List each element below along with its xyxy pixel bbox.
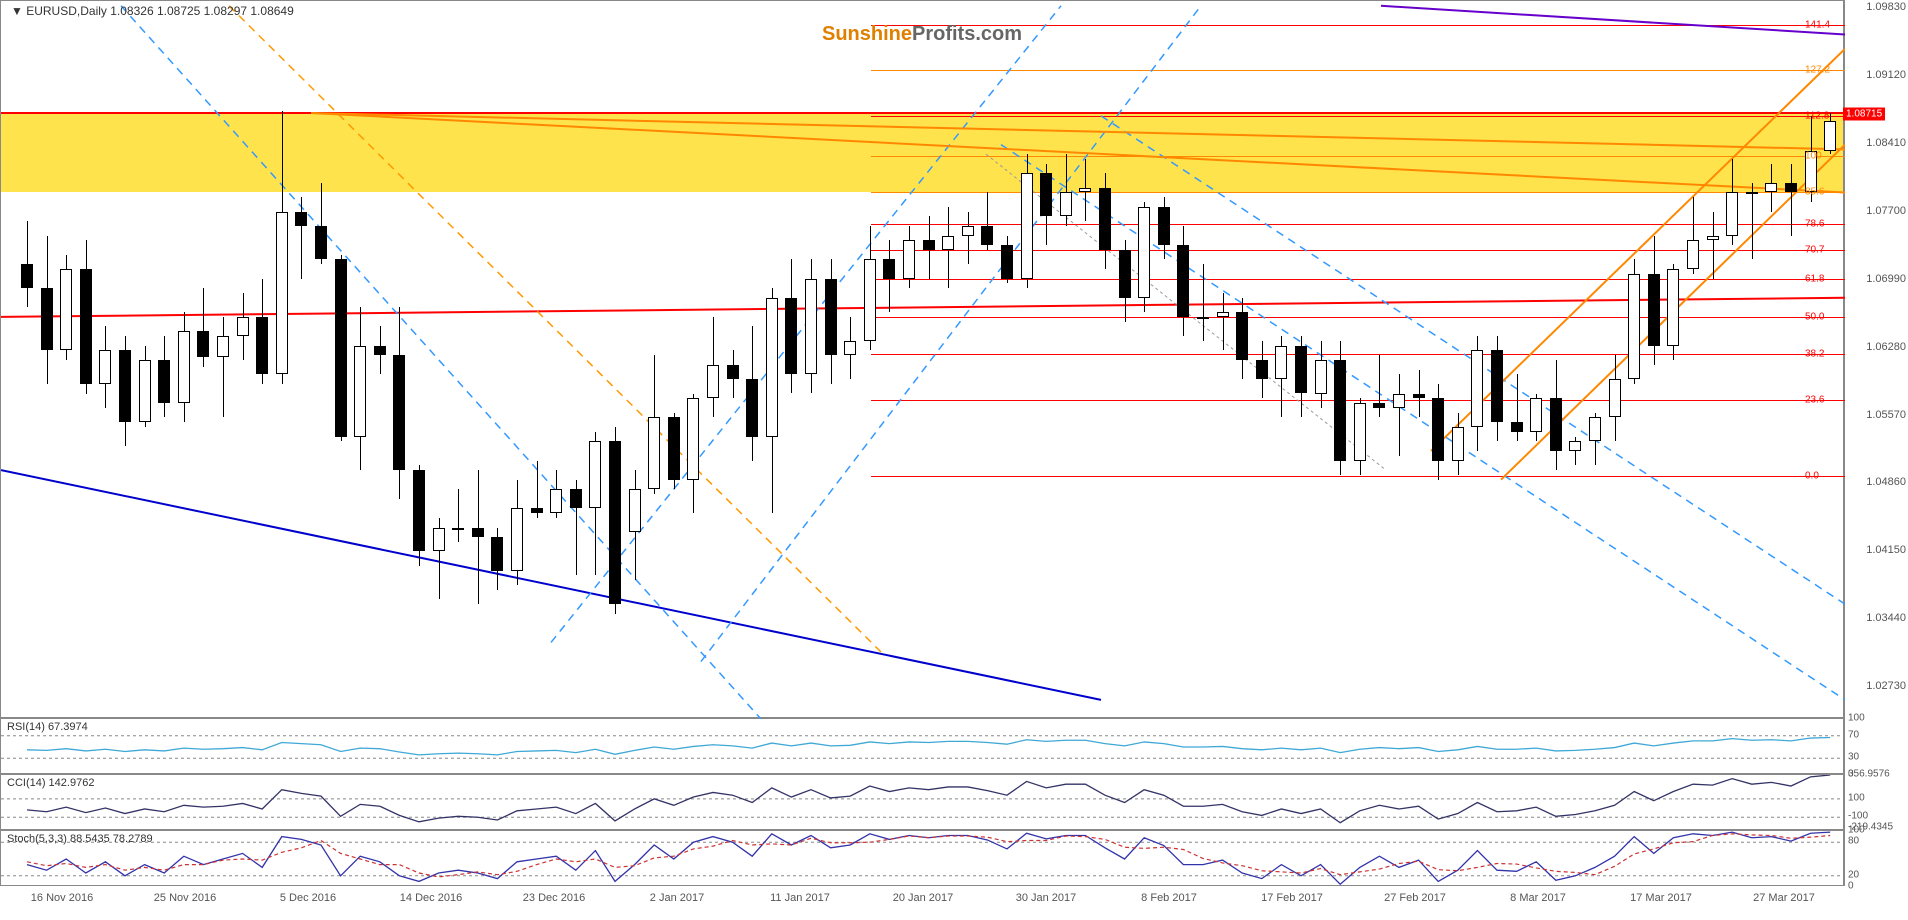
- fib-level-label: 50.0: [1805, 311, 1824, 322]
- cci-label: CCI(14) 142.9762: [7, 777, 94, 789]
- watermark: SunshineProfits.com: [822, 23, 1022, 46]
- x-tick-label: 5 Dec 2016: [280, 892, 336, 904]
- resistance-zone: [1, 114, 1843, 193]
- y-tick-label: 1.04150: [1866, 544, 1906, 556]
- stoch-label: Stoch(5,3,3) 88.5435 78.2789: [7, 833, 153, 845]
- x-tick-label: 17 Mar 2017: [1630, 892, 1692, 904]
- fib-level-line: [871, 156, 1845, 157]
- cci-panel[interactable]: CCI(14) 142.9762: [0, 774, 1844, 830]
- indicator-y-label: 20: [1848, 869, 1859, 880]
- y-tick-label: 1.09830: [1866, 1, 1906, 13]
- fib-level-label: 23.6: [1805, 395, 1824, 406]
- indicator-y-label: 30: [1848, 752, 1859, 763]
- chart-header: ▼ EURUSD,Daily 1.08326 1.08725 1.08297 1…: [11, 4, 294, 18]
- fib-level-line: [871, 317, 1845, 318]
- rsi-panel[interactable]: RSI(14) 67.3974: [0, 718, 1844, 774]
- indicator-y-label: 0: [1848, 881, 1854, 892]
- x-tick-label: 30 Jan 2017: [1016, 892, 1077, 904]
- indicator-y-label: -100: [1848, 811, 1868, 822]
- x-tick-label: 23 Dec 2016: [523, 892, 585, 904]
- y-tick-label: 1.07700: [1866, 205, 1906, 217]
- fib-level-label: 38.2: [1805, 349, 1824, 360]
- fib-level-line: [871, 400, 1845, 401]
- fib-level-line: [871, 116, 1845, 117]
- rsi-label: RSI(14) 67.3974: [7, 721, 88, 733]
- fib-level-label: 70.7: [1805, 244, 1824, 255]
- main-price-chart[interactable]: ▼ EURUSD,Daily 1.08326 1.08725 1.08297 1…: [0, 0, 1844, 718]
- x-tick-label: 2 Jan 2017: [650, 892, 704, 904]
- x-tick-label: 27 Feb 2017: [1384, 892, 1446, 904]
- current-price-tag: 1.08715: [1843, 108, 1885, 121]
- indicator-y-label: 80: [1848, 836, 1859, 847]
- fib-level-line: [871, 476, 1845, 477]
- y-tick-label: 1.09120: [1866, 69, 1906, 81]
- x-axis: 16 Nov 2016 25 Nov 2016 5 Dec 2016 14 Dec 2…: [0, 886, 1908, 920]
- x-tick-label: 17 Feb 2017: [1261, 892, 1323, 904]
- fib-level-line: [871, 224, 1845, 225]
- indicator-y-label: 100: [1848, 825, 1865, 836]
- fib-level-label: 0.0: [1805, 470, 1819, 481]
- x-tick-label: 11 Jan 2017: [770, 892, 830, 904]
- fib-level-label: 112.8: [1805, 110, 1829, 121]
- y-tick-label: 1.06990: [1866, 273, 1906, 285]
- fib-level-label: 141.4: [1805, 19, 1830, 30]
- y-tick-label: 1.02730: [1866, 680, 1906, 692]
- indicator-y-label: 70: [1848, 729, 1859, 740]
- fib-level-line: [871, 192, 1845, 193]
- y-tick-label: 1.03440: [1866, 612, 1906, 624]
- fib-level-label: 100: [1805, 151, 1822, 162]
- y-tick-label: 1.08410: [1866, 137, 1906, 149]
- x-tick-label: 14 Dec 2016: [400, 892, 462, 904]
- x-tick-label: 8 Mar 2017: [1510, 892, 1566, 904]
- fib-level-label: 61.8: [1805, 273, 1824, 284]
- y-tick-label: 1.04860: [1866, 476, 1906, 488]
- fib-level-line: [871, 70, 1845, 71]
- fib-level-label: 85.6: [1805, 187, 1824, 198]
- indicator-y-label: 100: [1848, 713, 1865, 724]
- x-tick-label: 16 Nov 2016: [31, 892, 93, 904]
- x-tick-label: 27 Mar 2017: [1753, 892, 1815, 904]
- fib-level-line: [871, 279, 1845, 280]
- y-tick-label: 1.06280: [1866, 341, 1906, 353]
- fib-level-label: 127.2: [1805, 64, 1830, 75]
- stoch-panel[interactable]: Stoch(5,3,3) 88.5435 78.2789: [0, 830, 1844, 886]
- y-tick-label: 1.05570: [1866, 409, 1906, 421]
- indicator-y-label: 100: [1848, 792, 1865, 803]
- fib-level-label: 78.6: [1805, 219, 1824, 230]
- x-tick-label: 20 Jan 2017: [893, 892, 954, 904]
- x-tick-label: 8 Feb 2017: [1141, 892, 1197, 904]
- indicator-y-label: 356.9576: [1848, 769, 1890, 780]
- fib-level-line: [871, 354, 1845, 355]
- x-tick-label: 25 Nov 2016: [154, 892, 216, 904]
